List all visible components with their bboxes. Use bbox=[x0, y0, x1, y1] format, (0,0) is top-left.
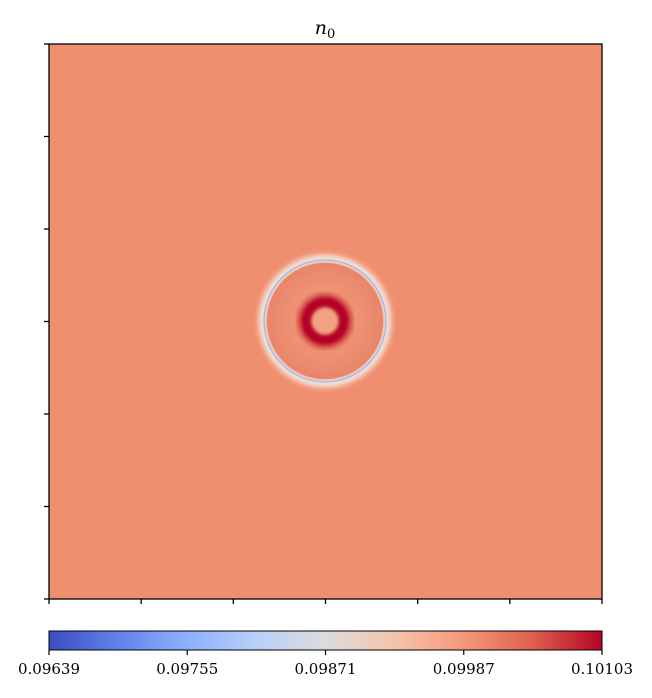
colorbar-tick-label: 0.09987 bbox=[433, 660, 495, 678]
center-core bbox=[314, 310, 336, 332]
inner-ring bbox=[301, 297, 349, 345]
colorbar-tick-label: 0.10103 bbox=[571, 660, 633, 678]
colorbar: 0.09639 0.09755 0.09871 0.09987 0.10103 bbox=[18, 630, 633, 678]
colorbar-tick-label: 0.09639 bbox=[18, 660, 80, 678]
colorbar-gradient bbox=[48, 630, 603, 651]
chart-title: n0 bbox=[315, 17, 336, 42]
heatmap bbox=[49, 44, 602, 599]
outer-front-line bbox=[263, 259, 387, 383]
y-axis-ticks bbox=[44, 43, 49, 600]
colorbar-ticks: 0.09639 0.09755 0.09871 0.09987 0.10103 bbox=[18, 650, 633, 678]
colorbar-tick-label: 0.09755 bbox=[156, 660, 218, 678]
outer-front-band bbox=[260, 256, 390, 386]
colorbar-tick-label: 0.09871 bbox=[294, 660, 356, 678]
x-axis-ticks bbox=[48, 599, 603, 604]
